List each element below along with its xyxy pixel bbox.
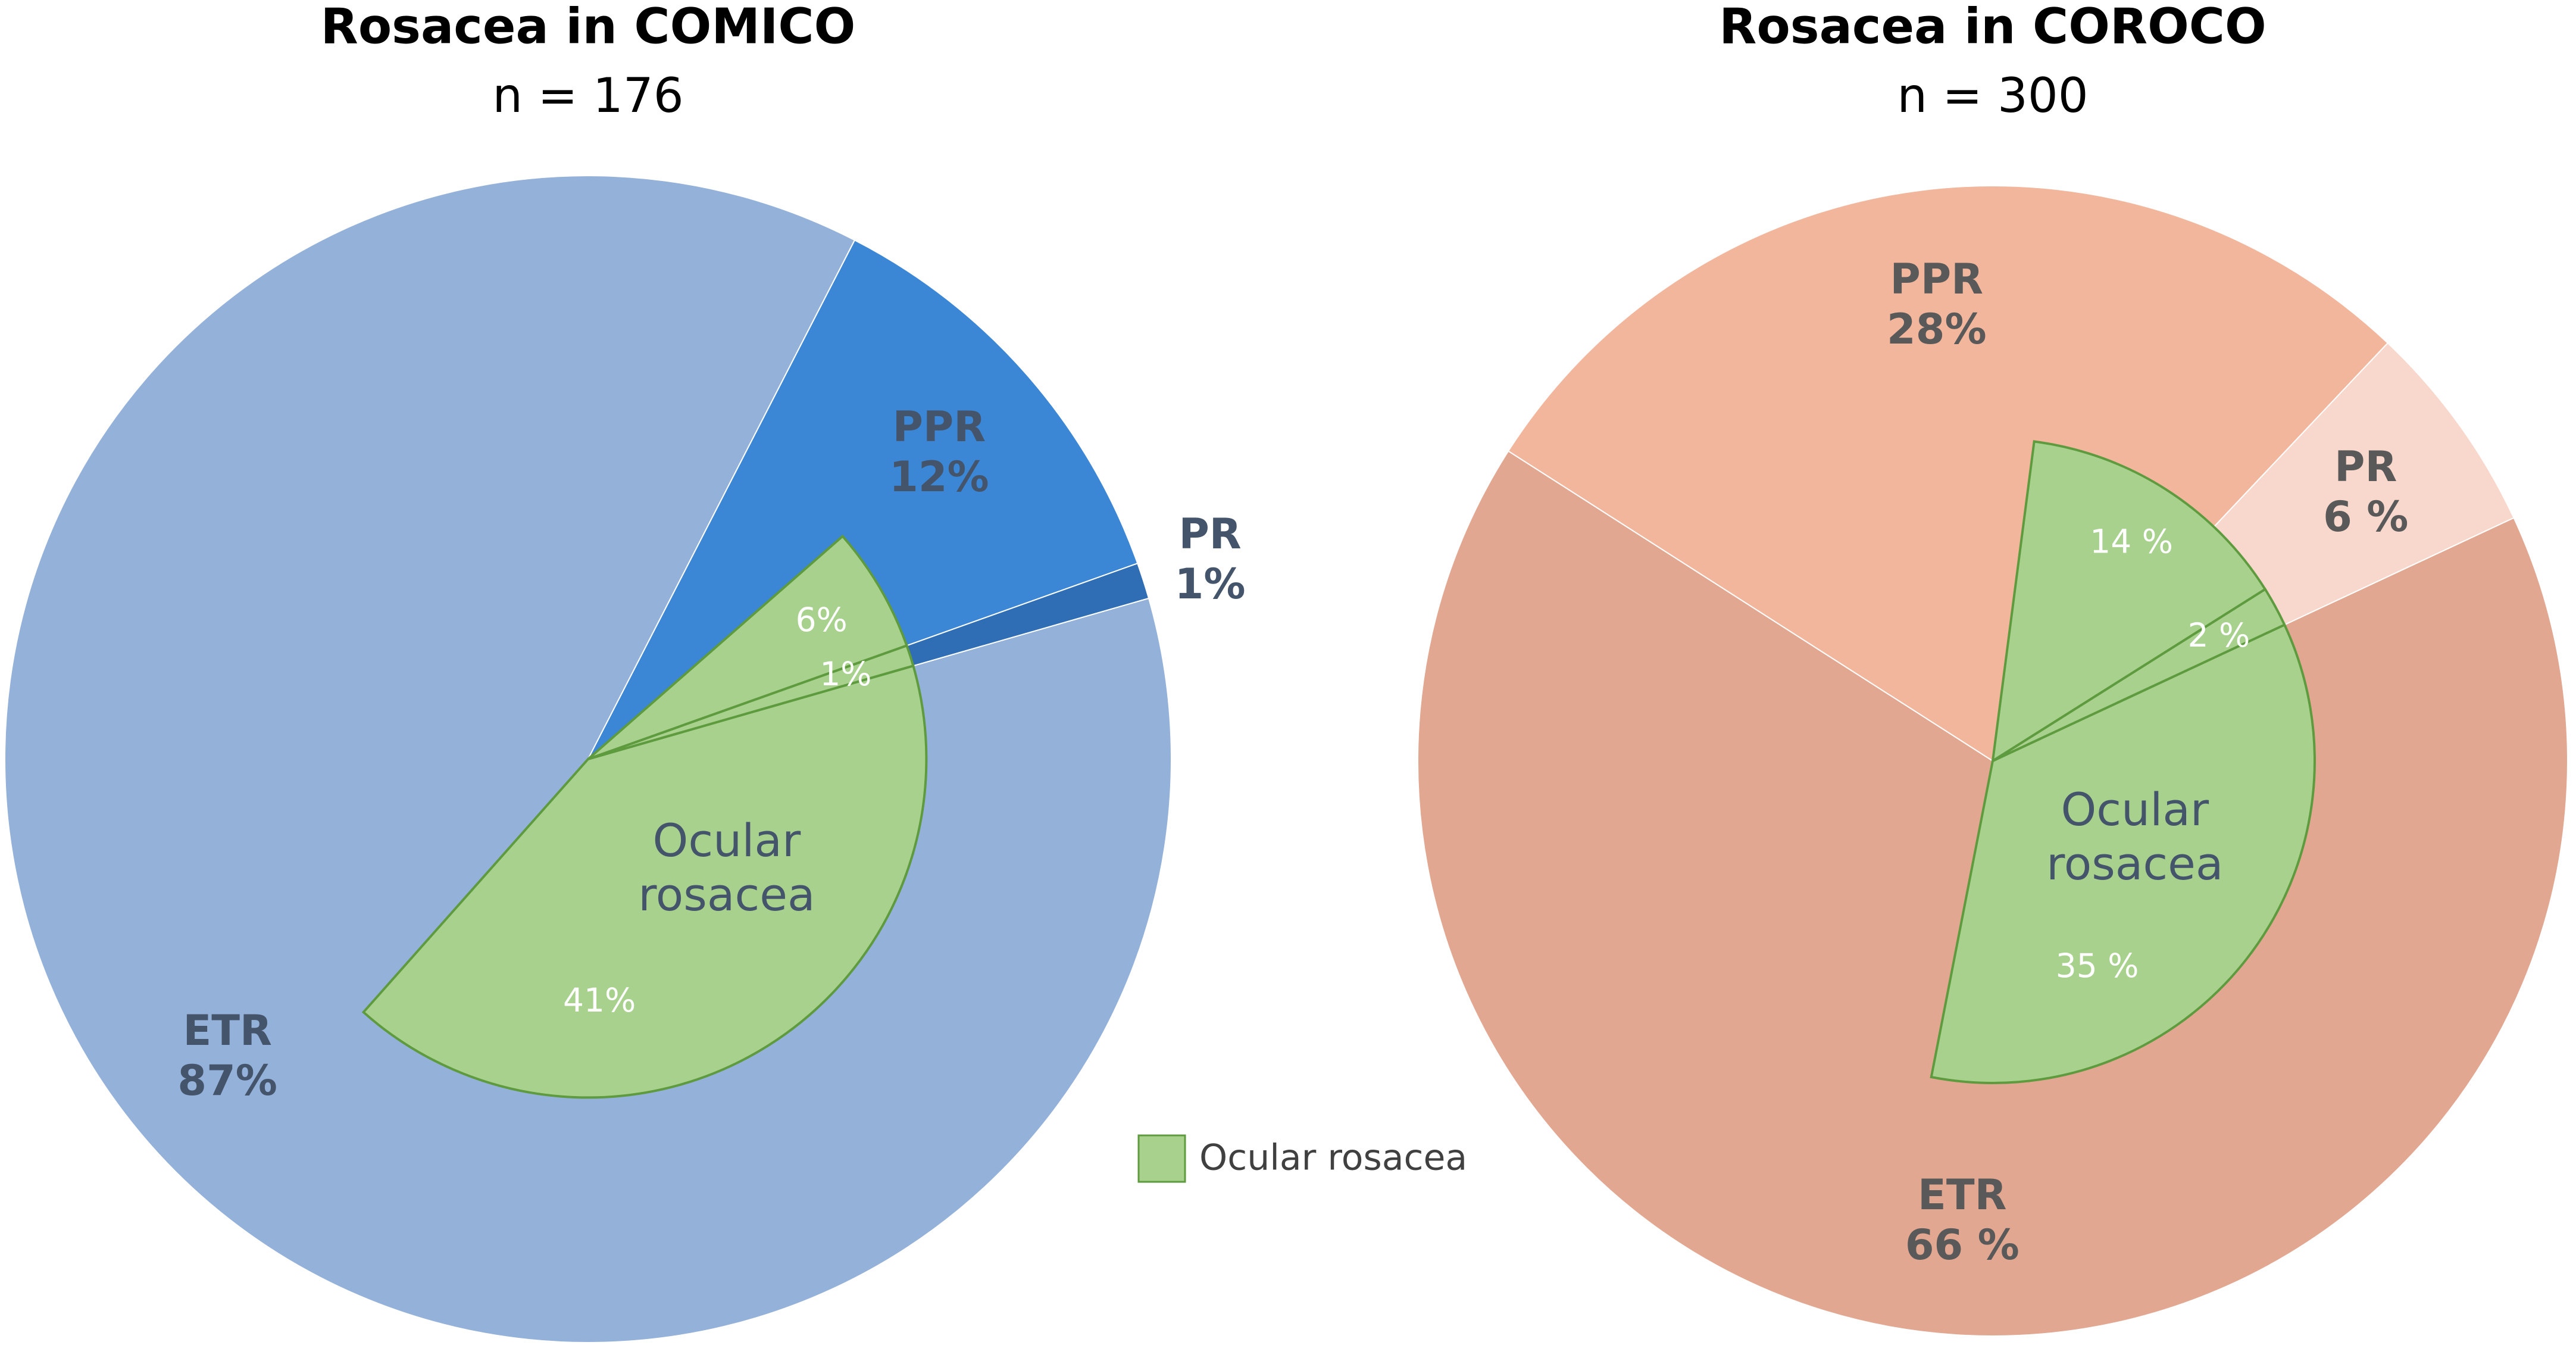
pie-slice xyxy=(1507,185,2389,762)
value-label: 66 % xyxy=(1905,1221,2019,1270)
value-label: 12% xyxy=(889,452,989,501)
value-label: 1% xyxy=(1174,560,1246,609)
overlay-slice xyxy=(1991,440,2267,763)
overlay-value-label: 41% xyxy=(563,981,636,1019)
overlay-value-label: 1% xyxy=(820,655,871,693)
overlay-value-label: 35 % xyxy=(2056,947,2139,985)
overlay-name: Ocular rosacea xyxy=(638,813,815,921)
pie-slice xyxy=(586,239,1139,760)
overlay-name: Ocular rosacea xyxy=(2046,782,2224,890)
overlay-slice xyxy=(1992,587,2286,762)
value-label: 87% xyxy=(177,1056,277,1105)
overlay-value-label: 14 % xyxy=(2090,523,2173,561)
overlay-value-label: 6% xyxy=(796,601,848,639)
overlay-value-label: 2 % xyxy=(2188,616,2250,654)
legend-label: Ocular rosacea xyxy=(1199,1137,1467,1179)
value-label: 6 % xyxy=(2323,492,2409,541)
chart-subtitle: n = 176 xyxy=(492,68,683,123)
overlay-slice xyxy=(587,534,909,760)
slice-label: PR 1% xyxy=(1175,509,1246,609)
slice-label: PPR 12% xyxy=(889,402,989,502)
legend-swatch xyxy=(1137,1134,1186,1183)
category-label: ETR xyxy=(183,1006,272,1055)
value-label: 28% xyxy=(1887,304,1987,354)
chart-title: Rosacea in COMICO xyxy=(321,0,856,55)
category-label: ETR xyxy=(1918,1171,2007,1220)
category-label: PPR xyxy=(1890,254,1984,304)
overlay-slice xyxy=(361,664,928,1099)
slice-label: ETR 66 % xyxy=(1905,1170,2019,1270)
category-label: PPR xyxy=(892,402,986,451)
slice-label: PPR 28% xyxy=(1887,254,1987,354)
slice-label: PR 6 % xyxy=(2323,442,2408,542)
category-label: PR xyxy=(1178,510,1242,559)
slice-label: ETR 87% xyxy=(177,1006,277,1106)
category-label: PR xyxy=(2334,442,2397,491)
chart-title: Rosacea in COROCO xyxy=(1719,0,2266,55)
chart-subtitle: n = 300 xyxy=(1897,68,2088,123)
overlay-slice xyxy=(1930,623,2316,1084)
overlay-slice xyxy=(587,644,915,760)
